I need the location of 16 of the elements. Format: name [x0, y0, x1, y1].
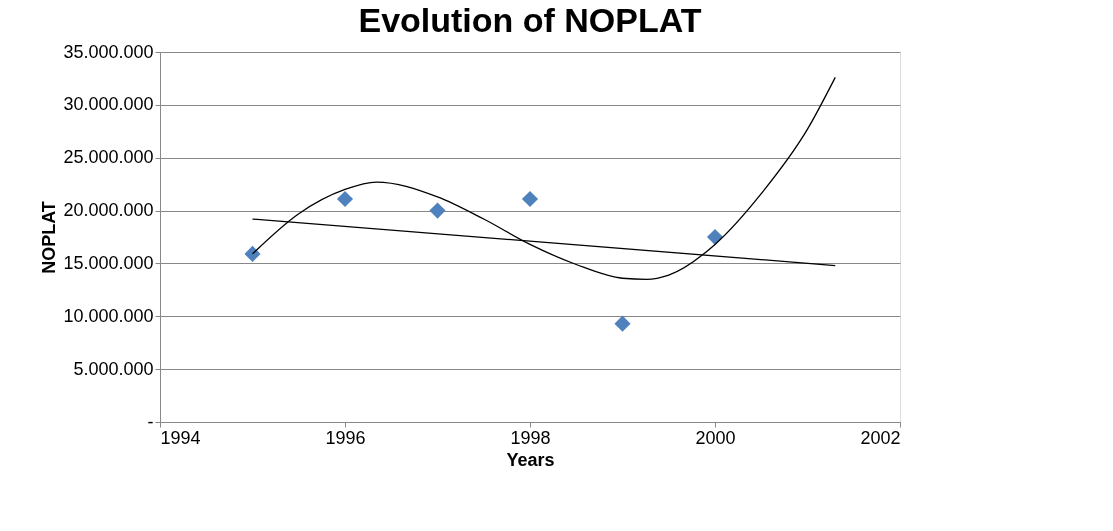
- x-tick-label: 1998: [510, 427, 551, 448]
- y-tick-label: -: [147, 411, 154, 432]
- y-tick-label: 30.000.000: [63, 94, 154, 115]
- x-tick-label: 2002: [860, 427, 901, 448]
- x-axis-title: Years: [506, 449, 555, 470]
- y-axis-title: NOPLAT: [39, 201, 60, 274]
- x-tick-label: 1996: [325, 427, 366, 448]
- x-tick-label: 1994: [160, 427, 201, 448]
- chart-title: Evolution of NOPLAT: [358, 1, 702, 39]
- y-tick-label: 15.000.000: [63, 252, 154, 273]
- y-tick-label: 10.000.000: [63, 305, 154, 326]
- y-tick-label: 25.000.000: [63, 147, 154, 168]
- y-tick-label: 20.000.000: [63, 200, 154, 221]
- y-tick-label: 35.000.000: [63, 41, 154, 62]
- y-tick-label: 5.000.000: [73, 358, 154, 379]
- x-tick-label: 2000: [695, 427, 736, 448]
